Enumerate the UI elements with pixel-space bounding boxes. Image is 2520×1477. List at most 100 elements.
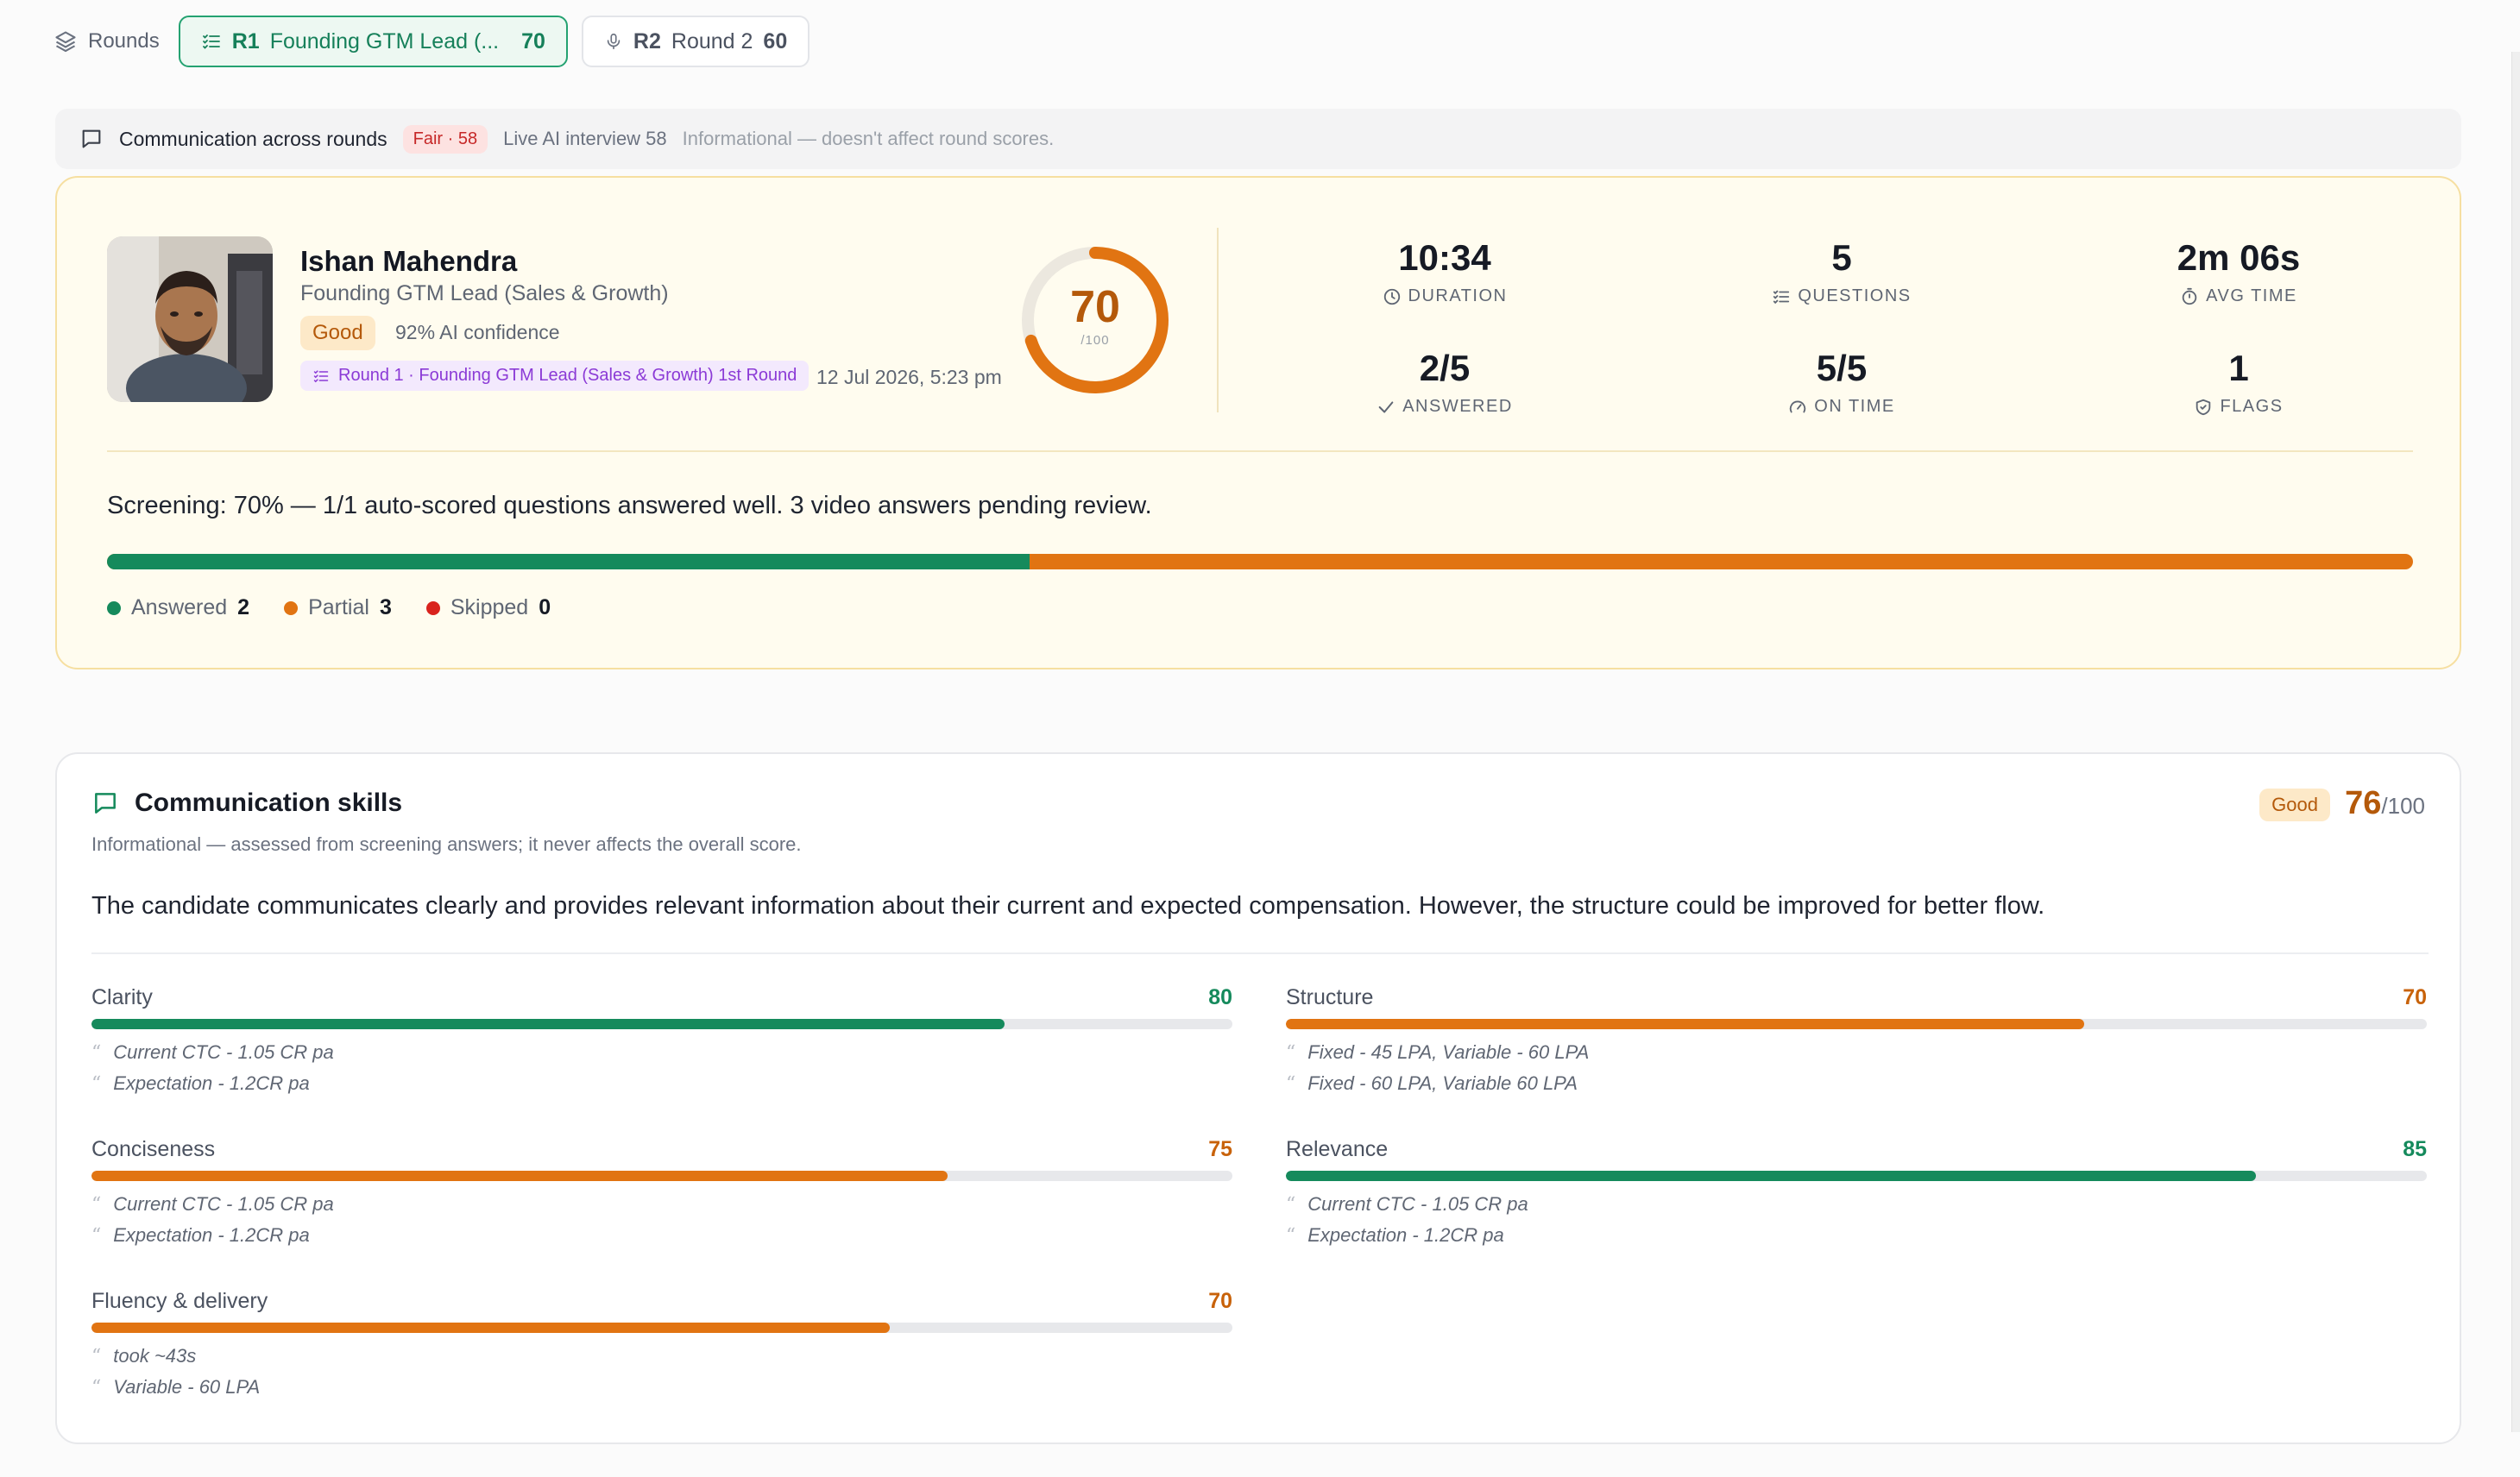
metric-value: 80 [1208,985,1232,1009]
rating-badge: Good [300,316,375,350]
quote-icon: “ [91,1193,102,1216]
legend-dot [107,600,121,615]
candidate-summary-card: Ishan Mahendra Founding GTM Lead (Sales … [55,176,2461,669]
quote-text: Variable - 60 LPA [113,1376,261,1398]
quote-text: Current CTC - 1.05 CR pa [113,1041,334,1063]
screening-progress-answered [107,554,1030,569]
metric-name: Structure [1286,985,1374,1009]
check-icon [1378,400,1394,413]
clock-icon [1383,288,1400,305]
metric-value: 75 [1208,1137,1232,1161]
skills-title-text: Communication skills [135,789,403,817]
evidence-quote: “ Fixed - 60 LPA, Variable 60 LPA [1286,1072,2427,1095]
list-check-icon [202,35,220,49]
interview-date: 12 Jul 2026, 5:23 pm [816,366,1002,388]
quote-icon: “ [91,1224,102,1247]
legend-partial: Partial 3 [284,595,392,620]
stat-flags: 1 FLAGS [2109,350,2368,417]
skills-score-value: 76 [2345,785,2382,821]
overall-score: 70 [1070,282,1120,332]
metric-name: Conciseness [91,1137,216,1161]
legend-count: 3 [379,595,392,619]
stat-questions: 5 QUESTIONS [1712,240,1971,306]
score-ring-arc [1022,247,1169,393]
stat-avg-time-label: AVG TIME [2206,286,2297,305]
legend-skipped: Skipped 0 [425,595,551,620]
divider [1217,228,1219,412]
quote-text: Fixed - 45 LPA, Variable - 60 LPA [1307,1041,1590,1063]
round-tab-name: Founding GTM Lead (... [269,28,500,53]
quote-icon: “ [1286,1193,1296,1216]
metric-bar-fill [91,1019,1005,1029]
communication-across-rounds: Communication across rounds Fair · 58 Li… [55,109,2461,169]
stat-flags-value: 1 [2228,348,2249,388]
metric-clarity: Clarity 80 “ Current CTC - 1.05 CR pa “ Ex… [91,985,1232,1095]
rounds-bar: Rounds R1 Founding GTM Lead (... 70 R2 R… [54,16,810,67]
skills-description: The candidate communicates clearly and p… [91,892,2045,920]
stat-duration-value: 10:34 [1398,237,1491,278]
evidence-quote: “ Expectation - 1.2CR pa [91,1224,1232,1247]
divider [107,450,2413,452]
live-interview-score: Live AI interview 58 [503,128,667,149]
legend-label: Partial [308,595,369,619]
shield-check-icon [2196,399,2211,415]
evidence-quote: “ Fixed - 45 LPA, Variable - 60 LPA [1286,1041,2427,1064]
round-tab-score: 70 [521,28,545,53]
round-chip[interactable]: Round 1 · Founding GTM Lead (Sales & Gro… [300,361,810,391]
stat-duration-label: DURATION [1408,286,1508,305]
stat-questions-value: 5 [1831,237,1852,278]
stat-on-time-value: 5/5 [1816,348,1868,388]
evidence-quote: “ Current CTC - 1.05 CR pa [1286,1193,2427,1216]
stat-answered-label: ANSWERED [1402,397,1513,416]
quote-text: Expectation - 1.2CR pa [113,1072,310,1094]
evidence-quote: “ Expectation - 1.2CR pa [91,1072,1232,1095]
list-check-icon [1773,290,1790,304]
round-tab-r1[interactable]: R1 Founding GTM Lead (... 70 [178,16,568,67]
ai-confidence: 92% AI confidence [395,321,560,343]
metric-bar-fill [1286,1019,2085,1029]
metric-structure: Structure 70 “ Fixed - 45 LPA, Variable -… [1286,985,2427,1095]
round-tab-score: 60 [763,28,788,53]
round-tab-r2[interactable]: R2 Round 2 60 [581,16,810,67]
stat-questions-label: QUESTIONS [1798,286,1912,305]
page-scrollbar[interactable] [2511,52,2520,1432]
microphone-icon [607,33,621,50]
round-tab-code: R2 [633,28,661,53]
metric-value: 70 [2403,985,2427,1009]
quote-icon: “ [91,1072,102,1095]
legend-label: Skipped [450,595,529,619]
quote-text: Expectation - 1.2CR pa [113,1224,310,1246]
stat-avg-time-value: 2m 06s [2177,237,2301,278]
stat-on-time-label: ON TIME [1814,397,1895,416]
comm-across-note: Informational — doesn't affect round sco… [682,128,1055,149]
rounds-label: Rounds [54,29,160,53]
candidate-name: Ishan Mahendra [300,245,518,277]
list-check-icon [313,369,329,382]
evidence-quote: “ Variable - 60 LPA [91,1376,1232,1398]
quote-text: Expectation - 1.2CR pa [1307,1224,1504,1246]
communication-skills-card: Communication skills Informational — ass… [55,752,2461,1444]
screening-legend: Answered 2 Partial 3 Skipped 0 [107,595,551,620]
metric-bar-fill [1286,1171,2256,1181]
metric-conciseness: Conciseness 75 “ Current CTC - 1.05 CR pa… [91,1137,1232,1247]
stat-answered: 2/5 ANSWERED [1315,350,1574,417]
quote-icon: “ [1286,1224,1296,1247]
legend-label: Answered [131,595,228,619]
legend-count: 0 [539,595,551,619]
quote-icon: “ [1286,1041,1296,1064]
skills-score: 76/100 [2345,785,2425,822]
metric-value: 70 [1208,1289,1232,1313]
skills-score-max: /100 [2381,793,2425,819]
round-chip-label: Round 1 · Founding GTM Lead (Sales & Gro… [338,366,797,385]
gauge-icon [1790,400,1806,412]
evidence-quote: “ Current CTC - 1.05 CR pa [91,1193,1232,1216]
screening-summary: Screening: 70% — 1/1 auto-scored questio… [107,492,1152,519]
avatar [107,236,273,402]
quote-icon: “ [91,1345,102,1367]
evidence-quote: “ Current CTC - 1.05 CR pa [91,1041,1232,1064]
metric-relevance: Relevance 85 “ Current CTC - 1.05 CR pa “… [1286,1137,2427,1247]
legend-answered: Answered 2 [107,595,249,620]
quote-text: took ~43s [113,1345,197,1367]
stat-flags-label: FLAGS [2220,397,2284,416]
chat-bubble-icon [95,793,116,814]
